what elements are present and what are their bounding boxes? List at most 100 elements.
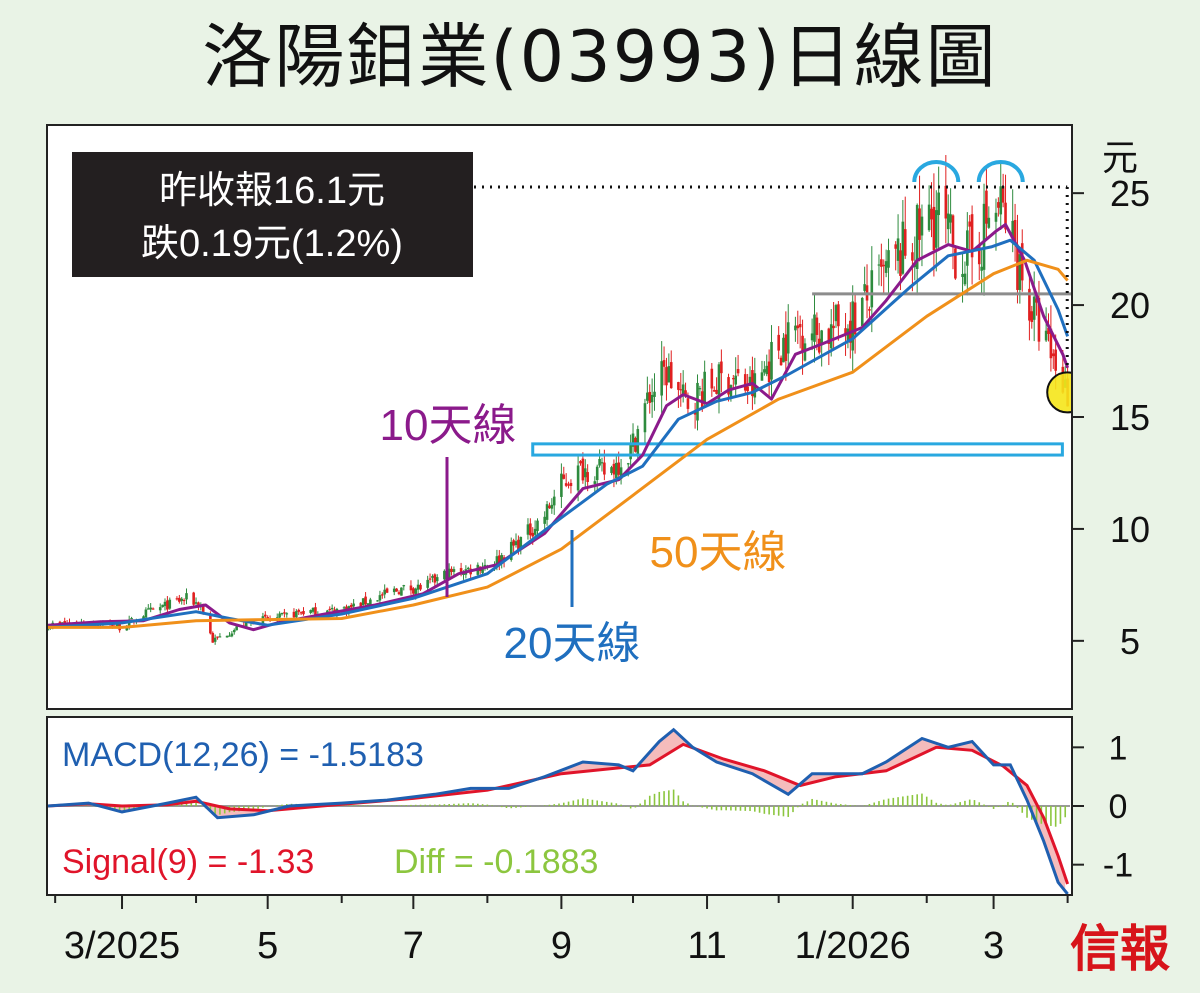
candle-body: [600, 462, 604, 464]
candle-body: [743, 374, 747, 391]
diff-bar: [863, 805, 866, 806]
diff-bar: [806, 801, 809, 806]
macd-value-label: MACD(12,26) = -1.5183: [62, 736, 424, 774]
diff-bar: [796, 806, 799, 808]
ma10-label: 10天線: [380, 401, 517, 450]
candle-body: [1054, 349, 1057, 371]
diff-bar: [839, 804, 842, 806]
candle-body: [297, 609, 301, 612]
candle-body: [665, 367, 668, 386]
candle-body: [1018, 254, 1022, 290]
candle-body: [533, 528, 537, 535]
candle-body: [987, 217, 991, 228]
candle-body: [801, 335, 804, 353]
diff-bar: [988, 806, 990, 807]
candle-body: [158, 607, 162, 611]
candle-body: [146, 608, 150, 610]
diff-bar: [1007, 801, 1009, 806]
diff-bar: [720, 806, 723, 811]
candle-body: [882, 264, 886, 267]
diff-bar: [902, 796, 904, 806]
price-tick-label: 10: [1110, 509, 1150, 550]
candle-body: [648, 391, 652, 403]
candle-body: [626, 463, 630, 465]
candle-body: [433, 574, 437, 583]
ma-line-20: [48, 238, 1070, 629]
diff-bar: [687, 803, 689, 806]
diff-bar: [596, 800, 599, 806]
candle-body: [495, 556, 499, 566]
diff-bar: [219, 806, 221, 815]
candle-body: [970, 214, 974, 258]
x-tick-label: 5: [257, 925, 278, 967]
diff-bar: [816, 799, 818, 806]
candle-body: [820, 330, 823, 346]
candle-body: [918, 208, 921, 240]
price-plot: [48, 155, 1071, 645]
candle-body: [275, 617, 279, 619]
candle-body: [660, 361, 663, 396]
diff-bar: [882, 799, 885, 806]
candle-body: [1051, 353, 1055, 357]
candle-body: [178, 597, 181, 602]
candle-body: [949, 214, 952, 223]
diff-bar: [610, 802, 613, 806]
candle-body: [266, 617, 269, 619]
candle-body: [228, 635, 231, 637]
candle-body: [1001, 186, 1005, 203]
diff-bar: [663, 791, 665, 806]
diff-bar: [739, 806, 742, 811]
candle-body: [681, 384, 685, 396]
diff-bar: [711, 806, 713, 810]
candle-body: [720, 361, 723, 374]
candle-body: [734, 375, 738, 385]
diff-bar: [367, 805, 369, 806]
candle-body: [412, 588, 415, 594]
candle-body: [180, 598, 184, 601]
candle-body: [686, 398, 690, 409]
diff-bar: [615, 803, 618, 806]
candle-body: [846, 328, 850, 343]
candle-body: [954, 248, 957, 279]
candle-body: [837, 304, 840, 327]
diff-bar: [820, 800, 823, 806]
candle-body: [459, 568, 463, 575]
ma50-label: 50天線: [650, 528, 787, 577]
candle-body: [359, 602, 363, 607]
candle-body: [409, 585, 413, 591]
diff-bar: [634, 806, 637, 808]
double-top-arc: [976, 160, 1025, 183]
diff-bar: [715, 806, 718, 811]
candle-body: [235, 626, 238, 631]
candle-body: [466, 567, 470, 570]
candle-body: [450, 568, 453, 572]
diff-bar: [352, 805, 355, 806]
candle-body: [899, 250, 902, 276]
diff-bar: [424, 804, 427, 806]
diff-bar: [601, 801, 603, 806]
diff-bar: [472, 803, 474, 806]
candle-body: [615, 462, 618, 479]
candle-body: [519, 536, 523, 549]
diff-bar: [395, 805, 398, 806]
diff-bar: [362, 805, 364, 806]
candle-body: [380, 594, 384, 596]
diff-bar: [639, 803, 641, 806]
macd-tick-label: -1: [1103, 847, 1133, 885]
candle-body: [832, 325, 835, 329]
candle-body: [985, 190, 988, 224]
candle-body: [402, 585, 406, 587]
candle-body: [302, 610, 305, 615]
candle-body: [383, 589, 386, 595]
moving-averages: [48, 223, 1070, 632]
diff-bar: [801, 803, 804, 806]
candle-body: [877, 264, 881, 266]
candle-body: [443, 570, 446, 580]
x-tick-label: 1/2026: [795, 925, 911, 967]
candle-body: [369, 599, 372, 605]
candle-body: [130, 618, 133, 620]
candle-body: [746, 386, 749, 392]
candle-body: [560, 473, 563, 497]
candle-body: [1030, 311, 1034, 323]
